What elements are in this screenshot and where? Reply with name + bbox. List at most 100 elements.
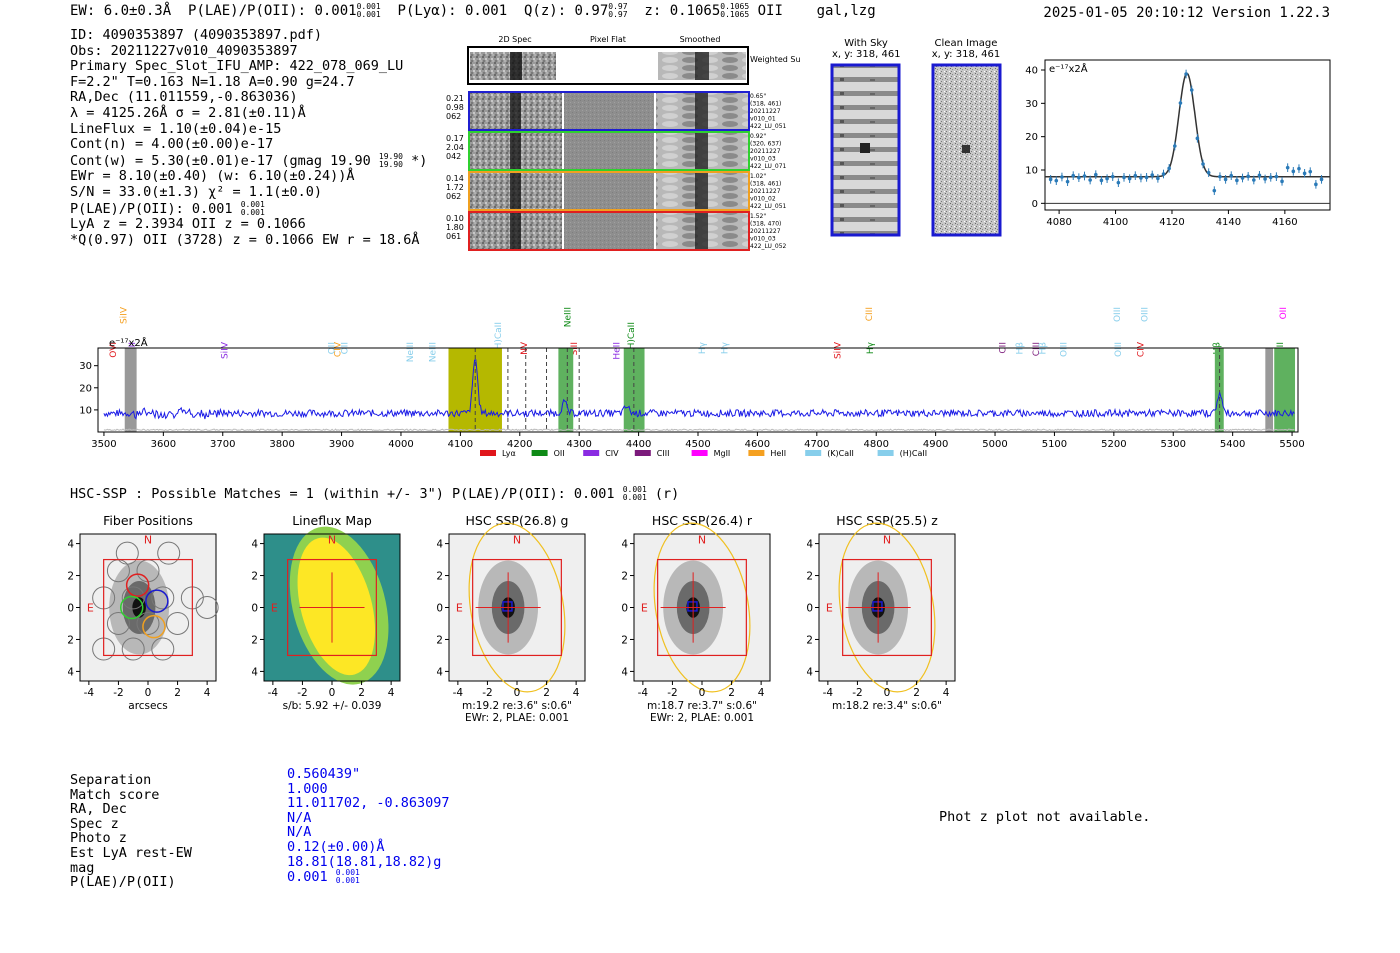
spectral-line-label: OIII — [1114, 342, 1124, 357]
spectrum-x-tick-label: 4700 — [804, 439, 829, 450]
spectrum-band — [558, 348, 574, 432]
hsc-y-tick-label: 2 — [437, 571, 443, 583]
fit-data-point — [1252, 178, 1256, 182]
fit-data-point — [1167, 166, 1171, 171]
fit-data-point — [1268, 175, 1273, 180]
cutout-right-label: 422_LU_071 — [750, 163, 787, 170]
hsc-x-tick-label: 0 — [699, 687, 706, 699]
hsc-y-tick-label: -4 — [68, 666, 74, 678]
hsc-x-tick-label: 2 — [358, 687, 365, 699]
spectral-line-label: SiIV — [834, 341, 844, 359]
cont-wide: Cont(w) = 5.30(±0.01)e-17 (gmag 19.90 19… — [70, 152, 427, 170]
match-label: RA, Dec — [70, 801, 127, 818]
hsc-x-tick-label: -4 — [638, 687, 649, 699]
hsc-x-tick-label: -4 — [453, 687, 464, 699]
cutout-source — [695, 93, 708, 129]
fiber-circle — [136, 611, 160, 635]
fit-y-tick-label: 20 — [1025, 132, 1038, 143]
hsc-caption-2: EWr: 2, PLAE: 0.001 — [650, 712, 754, 724]
legend-swatch — [583, 450, 600, 456]
cutout-right-label: 422_LU_052 — [750, 243, 787, 250]
spectrum-axes: 3500 3600 3700 3800 3900 4000 4100 4200 4300 4400… — [79, 361, 1305, 450]
hsc-caption: arcsecs — [128, 700, 167, 712]
hsc-x-tick-label: 4 — [758, 687, 765, 699]
north-label: N — [883, 534, 891, 547]
with-sky-title: With Sky x, y: 318, 461 — [832, 38, 901, 60]
fiber-circle-blue — [145, 589, 169, 613]
photz-message: Phot z plot not available. — [939, 809, 1151, 825]
fit-x-tick-label: 4140 — [1216, 217, 1241, 228]
hsc-x-tick-label: -4 — [823, 687, 834, 699]
fit-data-point — [1122, 175, 1126, 180]
hsc-x-tick-label: 0 — [329, 687, 336, 699]
spectral-line-label: (H)CaII — [627, 322, 637, 353]
search-box — [842, 558, 932, 657]
match-value: 18.81(18.81,18.82)g — [287, 853, 442, 870]
spectral-line-label: CIV — [333, 341, 343, 357]
hsc-x-tick-label: -2 — [297, 687, 307, 699]
cutout-right-label: (320, 637) — [750, 141, 781, 148]
cutout-left-label: 0.98 — [446, 103, 464, 112]
fit-data-point — [1173, 144, 1177, 148]
hsc-caption-2: EWr: 2, PLAE: 0.001 — [465, 712, 569, 724]
east-label: E — [826, 602, 833, 615]
spectral-line-label: SiIV — [221, 341, 231, 359]
plae-lo: 0.001 — [356, 10, 381, 19]
hsc-y-tick-label: 2 — [622, 571, 628, 583]
search-box — [103, 558, 193, 657]
spectrum-x-tick-label: 5400 — [1220, 439, 1245, 450]
with-sky-label: With Sky — [844, 38, 888, 49]
hsc-x-tick-label: 0 — [145, 687, 152, 699]
clean-image-label: Clean Image — [934, 38, 998, 49]
hsc-summary-end: (r) — [646, 486, 680, 502]
hsc-x-tick-label: -2 — [482, 687, 492, 699]
hsc-y-tick-label: 2 — [68, 571, 74, 583]
fit-data-point — [1285, 165, 1290, 170]
match-value: N/A — [287, 809, 312, 826]
observation-id: Obs: 20211227v010_4090353897 — [70, 42, 298, 59]
spectrum-error-line — [103, 428, 1295, 432]
z-value: z: 0.1065 — [644, 3, 721, 19]
fit-data-point — [1099, 178, 1104, 183]
spectrum-y-tick-label: 20 — [79, 383, 92, 394]
match-value: 11.011702, -0.863097 — [287, 795, 450, 812]
best-solution: *Q(0.97) OII (3728) z = 0.1066 EW r = 18… — [70, 231, 420, 248]
fiber-circle-orange — [142, 614, 166, 639]
cutout-right-label: (318, 461) — [750, 101, 781, 108]
cutout-left-label: 0.21 — [446, 94, 464, 103]
north-label: N — [513, 534, 521, 547]
spectrum-x-tick-label: 3800 — [269, 439, 294, 450]
cutout-right-label: 0.92" — [750, 133, 766, 140]
hsc-y-tick-label: 0 — [252, 603, 258, 615]
line-flux: LineFlux = 1.10(±0.04)e-15 — [70, 120, 282, 137]
fit-data-point — [1178, 101, 1183, 105]
cutout-source — [510, 93, 521, 129]
search-box — [472, 558, 562, 657]
fit-data-point — [1161, 172, 1166, 176]
fiber-circle — [115, 541, 139, 565]
legend-label: MgII — [714, 449, 731, 458]
z-lo: 0.1065 — [720, 10, 750, 19]
hsc-y-tick-label: -4 — [807, 666, 813, 678]
cutout-frame — [468, 171, 750, 211]
hsc-x-tick-label: 0 — [884, 687, 891, 699]
hsc-summary: HSC-SSP : Possible Matches = 1 (within +… — [70, 486, 680, 503]
match-label: Separation — [70, 772, 152, 788]
match-label: Est LyA rest-EW — [70, 844, 192, 861]
spectral-line-label: NeIII — [428, 342, 438, 362]
spectral-line-label: NeIII — [563, 307, 573, 327]
hsc-y-tick-label: 4 — [68, 539, 74, 551]
cutout-right-label: v010_01 — [750, 116, 776, 123]
fit-data-point — [1189, 88, 1194, 92]
hsc-x-tick-label: 2 — [543, 687, 550, 699]
hsc-caption: m:18.7 re:3.7" s:0.6" — [647, 700, 757, 712]
fit-data-point — [1201, 162, 1205, 166]
fit-data-point — [1218, 174, 1222, 179]
match-value: N/A — [287, 824, 312, 841]
fit-data-point — [1077, 175, 1081, 180]
spectrum-x-tick-label: 5100 — [1042, 439, 1067, 450]
hsc-y-tick-label: 2 — [252, 571, 258, 583]
